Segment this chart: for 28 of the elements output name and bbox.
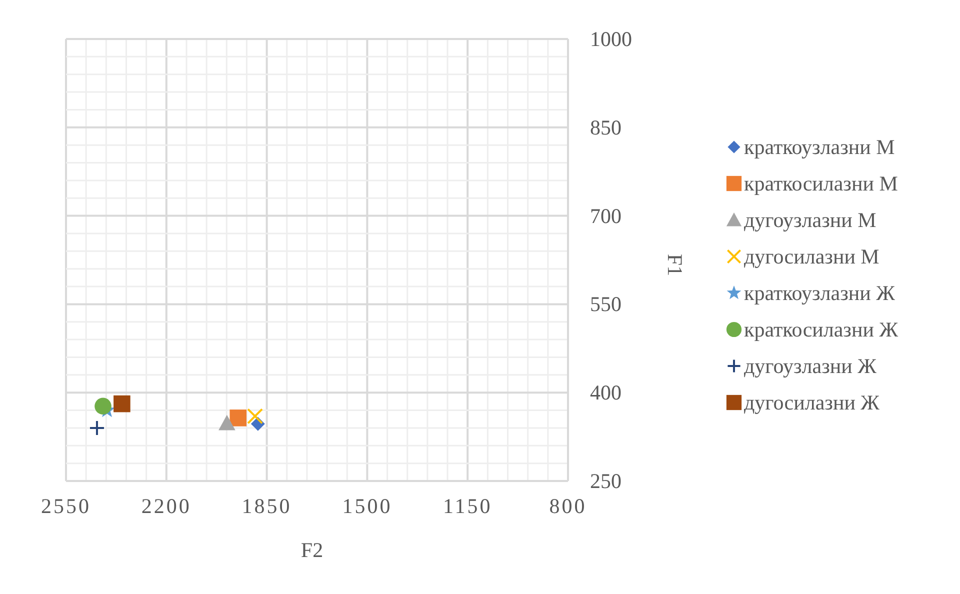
x-tick-label: 2200 <box>141 494 192 518</box>
point <box>94 398 112 415</box>
point <box>88 420 105 436</box>
y-tick-label: 250 <box>590 469 622 493</box>
y-axis-title: F1 <box>663 254 687 276</box>
y-tick-label: 1000 <box>590 27 632 51</box>
x-tick-label: 1850 <box>242 494 292 518</box>
x-tick-label: 1150 <box>442 494 492 518</box>
y-tick-label: 400 <box>590 380 622 405</box>
legend-label: краткосилазни Ж <box>744 318 898 342</box>
point <box>218 414 236 430</box>
legend-label: краткосилазни М <box>744 172 898 196</box>
legend-label: дугоузлазни Ж <box>744 354 877 378</box>
legend-label: дугоузлазни М <box>744 208 877 232</box>
point <box>247 408 264 424</box>
x-tick-label: 2550 <box>41 494 91 518</box>
point <box>114 395 130 412</box>
x-tick-label: 800 <box>549 494 587 518</box>
x-axis-title: F2 <box>300 538 324 562</box>
point <box>230 410 247 426</box>
y-tick-label: 550 <box>590 292 622 316</box>
legend-label: краткоузлазни Ж <box>744 281 896 305</box>
legend-label: дугосилазни М <box>744 244 880 268</box>
legend-label: дугосилазни Ж <box>744 390 880 414</box>
y-tick-label: 850 <box>590 115 622 140</box>
y-tick-label: 700 <box>590 204 622 228</box>
legend-label: краткоузлазни М <box>744 135 896 159</box>
x-tick-label: 1500 <box>342 494 392 518</box>
